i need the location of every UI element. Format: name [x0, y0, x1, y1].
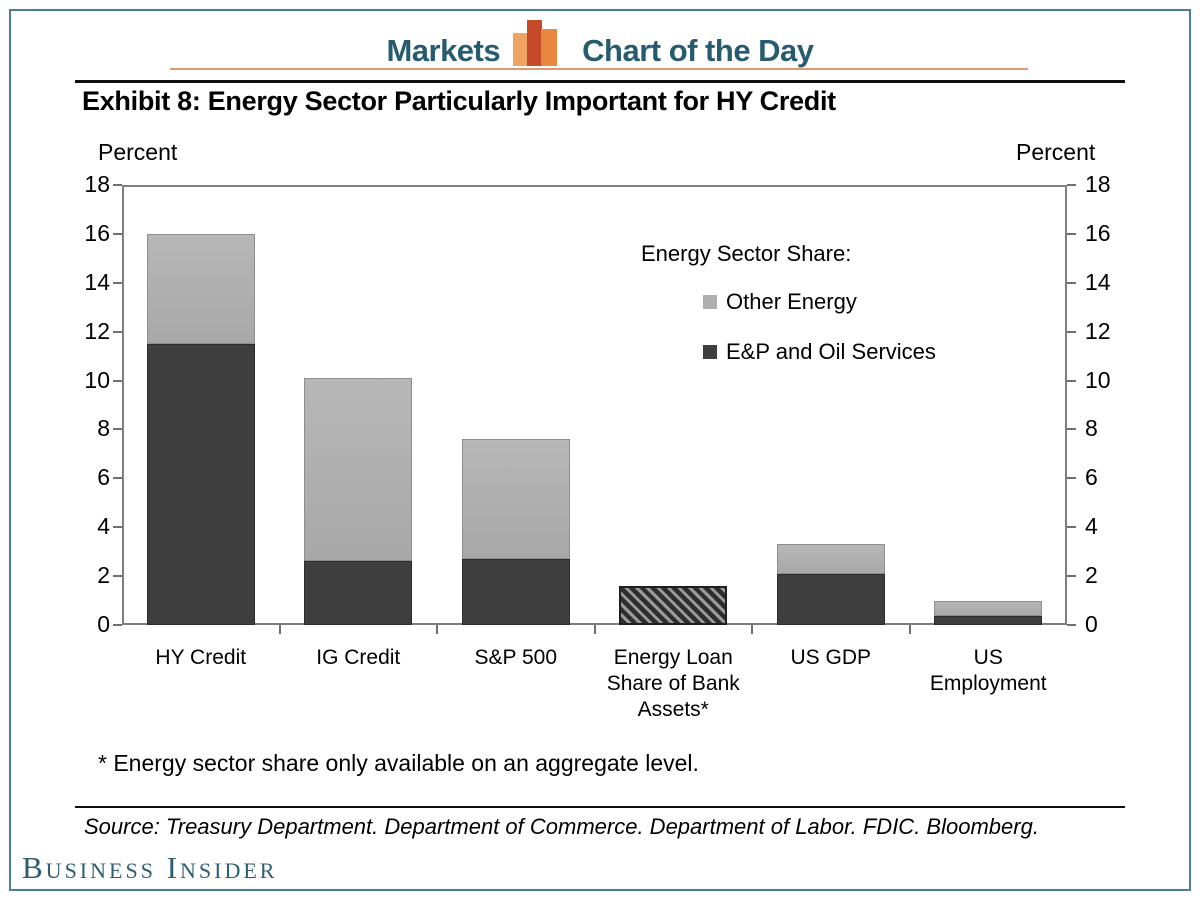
logo-bar-left	[513, 33, 531, 66]
bar-other-energy-0	[146, 233, 255, 344]
x-category-label-line: Share of Bank	[606, 672, 740, 695]
logo-bar-middle	[527, 20, 543, 66]
y-axis-unit-right: Percent	[1016, 139, 1096, 165]
bar-ep-oil-services-1	[304, 561, 413, 625]
y-tick-label-right: 12	[1085, 317, 1111, 344]
y-tick-label-left: 2	[97, 562, 110, 589]
y-tick-mark-left	[113, 330, 122, 333]
x-tick-mark	[751, 625, 753, 634]
x-tick-mark	[278, 625, 281, 634]
y-tick-label-right: 14	[1085, 268, 1111, 295]
y-tick-label-right: 6	[1085, 464, 1098, 491]
y-tick-mark-left	[113, 575, 122, 578]
y-tick-label-right: 4	[1085, 513, 1098, 540]
y-tick-label-left: 4	[97, 513, 110, 540]
x-category-label-0: HY Credit	[122, 645, 280, 671]
y-tick-label-right: 18	[1085, 171, 1111, 197]
x-category-label-line: Assets*	[637, 698, 709, 721]
y-tick-mark-left	[113, 232, 122, 235]
footnote: * Energy sector share only available on …	[98, 750, 699, 776]
y-tick-mark-right	[1067, 624, 1076, 626]
bar-aggregate-3	[619, 585, 728, 625]
y-tick-mark-right	[1067, 330, 1076, 333]
x-category-label-line: IG Credit	[316, 646, 401, 669]
header-title: Chart of the Day	[582, 32, 814, 68]
x-category-label-line: US GDP	[790, 646, 871, 669]
bar-ep-oil-services-5	[934, 616, 1043, 625]
y-tick-label-left: 14	[84, 268, 110, 295]
exhibit-title: Exhibit 8: Energy Sector Particularly Im…	[82, 86, 836, 116]
x-tick-mark	[908, 625, 911, 634]
y-tick-label-right: 8	[1085, 415, 1098, 442]
y-tick-mark-left	[113, 379, 122, 382]
y-tick-mark-left	[113, 184, 122, 186]
x-category-label-2: S&P 500	[437, 645, 595, 671]
y-tick-mark-right	[1067, 184, 1076, 186]
bar-chart-logo-icon	[513, 20, 569, 68]
bar-other-energy-4	[776, 544, 885, 574]
y-tick-label-right: 2	[1085, 562, 1098, 589]
x-category-label-line: US	[973, 646, 1003, 669]
bar-ep-oil-services-4	[776, 573, 885, 625]
y-tick-label-left: 6	[97, 464, 110, 491]
y-tick-mark-right	[1067, 526, 1076, 529]
y-tick-label-left: 10	[84, 366, 110, 393]
source-top-rule	[75, 806, 1125, 808]
x-category-label-line: S&P 500	[474, 646, 557, 669]
y-tick-label-left: 16	[84, 219, 110, 246]
x-category-label-3: Energy Loan Share of Bank Assets*	[594, 645, 752, 723]
y-tick-mark-right	[1067, 379, 1076, 382]
y-tick-label-left: 8	[97, 415, 110, 442]
legend-item-other-energy: Other Energy	[703, 289, 857, 315]
bar-other-energy-2	[461, 439, 570, 559]
x-category-label-line: Energy Loan	[613, 646, 733, 669]
y-tick-mark-left	[113, 477, 122, 480]
legend-title: Energy Sector Share:	[641, 241, 852, 266]
header-brand: Markets	[386, 32, 501, 68]
y-tick-mark-left	[113, 624, 122, 626]
y-tick-mark-right	[1067, 428, 1076, 431]
y-tick-label-right: 0	[1085, 611, 1098, 637]
plot-area	[122, 185, 1067, 625]
x-tick-mark	[436, 625, 438, 634]
header: Markets Chart of the Day	[0, 20, 1200, 68]
legend-swatch-other-energy	[703, 295, 717, 309]
bar-ep-oil-services-0	[146, 343, 255, 625]
source-attribution: Source: Treasury Department. Department …	[84, 814, 1039, 839]
y-tick-mark-left	[113, 526, 122, 529]
y-axis-unit-left: Percent	[98, 139, 178, 165]
y-tick-mark-left	[113, 428, 122, 431]
bar-other-energy-5	[934, 600, 1043, 617]
y-tick-label-right: 10	[1085, 366, 1111, 393]
business-insider-logo: Business Insider	[22, 850, 278, 885]
y-tick-label-left: 18	[84, 171, 110, 197]
bar-ep-oil-services-2	[461, 559, 570, 625]
orange-divider	[170, 68, 1028, 70]
y-tick-mark-right	[1067, 232, 1076, 235]
x-category-label-line: Employment	[929, 672, 1047, 695]
legend-label: E&P and Oil Services	[726, 339, 936, 364]
legend-item-ep-oil-services: E&P and Oil Services	[703, 339, 936, 365]
y-tick-label-right: 16	[1085, 219, 1111, 246]
y-tick-mark-left	[113, 281, 122, 284]
title-top-rule	[75, 80, 1125, 83]
x-category-label-4: US GDP	[752, 645, 910, 671]
y-tick-label-left: 0	[97, 611, 110, 637]
y-tick-mark-right	[1067, 477, 1076, 480]
x-category-label-5: US Employment	[909, 645, 1067, 697]
x-category-label-1: IG Credit	[279, 645, 437, 671]
y-tick-mark-right	[1067, 281, 1076, 284]
x-tick-mark	[593, 625, 596, 634]
x-category-label-line: HY Credit	[155, 646, 247, 669]
legend-label: Other Energy	[726, 289, 857, 314]
legend-swatch-ep-oil-services	[703, 345, 717, 359]
logo-bar-right	[541, 29, 558, 66]
y-tick-label-left: 12	[84, 317, 110, 344]
y-tick-mark-right	[1067, 575, 1076, 578]
bar-other-energy-1	[304, 378, 413, 562]
